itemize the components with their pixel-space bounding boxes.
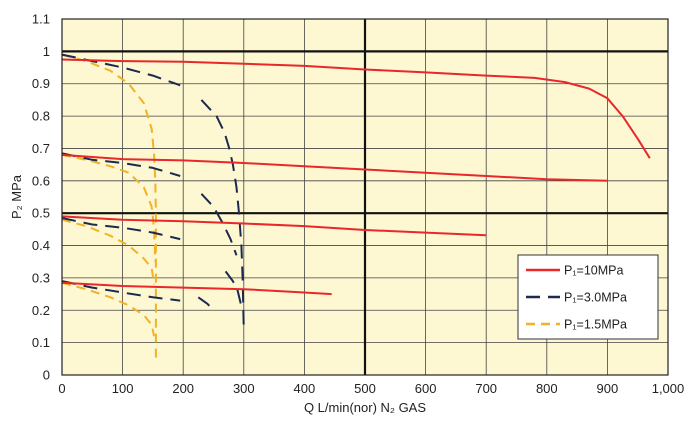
y-tick-labels: 0 0.1 0.2 0.3 0.4 0.5 0.6 0.7 0.8 0.9 1 1.1 [32,12,50,383]
x-tick-label: 0 [58,381,65,396]
series-line [61,217,181,241]
series-line [200,193,238,256]
y-tick-label: 1.1 [32,12,50,27]
y-tick-label: 0.9 [32,76,50,91]
y-tick-label: 1 [43,44,50,59]
x-tick-label: 300 [233,381,255,396]
curves [61,53,651,359]
series-line [224,270,242,305]
x-tick-label: 700 [475,381,497,396]
series-line [61,58,651,159]
x-tick-label: 600 [415,381,437,396]
y-tick-label: 0.1 [32,335,50,350]
x-tick-labels: 0 100 200 300 400 500 600 700 800 900 1,000 [58,381,684,396]
grid-major-lines [62,19,668,375]
y-tick-label: 0.2 [32,303,50,318]
series-line [61,153,608,182]
y-tick-label: 0.7 [32,141,50,156]
series-line [61,153,157,262]
series-line [61,152,181,177]
y-tick-label: 0.3 [32,270,50,285]
series-line [61,281,332,296]
y-tick-label: 0.5 [32,206,50,221]
plot-frame [61,18,669,376]
x-tick-label: 500 [354,381,376,396]
series-line [61,280,181,302]
y-tick-label: 0.6 [32,173,50,188]
x-tick-label: 800 [536,381,558,396]
series-line [61,215,487,237]
x-tick-label: 200 [172,381,194,396]
x-tick-label: 100 [112,381,134,396]
series-line [61,53,157,359]
x-tick-label: 1,000 [652,381,685,396]
legend-label: P₁=10MPa [564,264,624,278]
y-tick-label: 0.8 [32,109,50,124]
series-line [197,296,215,311]
legend-label: P₁=1.5MPa [564,318,627,332]
x-axis-title: Q L/min(nor) N₂ GAS [304,400,426,415]
legend: P₁=10MPa P₁=3.0MPa P₁=1.5MPa [517,254,659,340]
x-tick-label: 900 [597,381,619,396]
y-axis-title: P₂ MPa [9,174,24,219]
x-tick-label: 400 [294,381,316,396]
y-tick-label: 0 [43,368,50,383]
y-tick-label: 0.4 [32,238,50,253]
legend-label: P₁=3.0MPa [564,291,627,305]
